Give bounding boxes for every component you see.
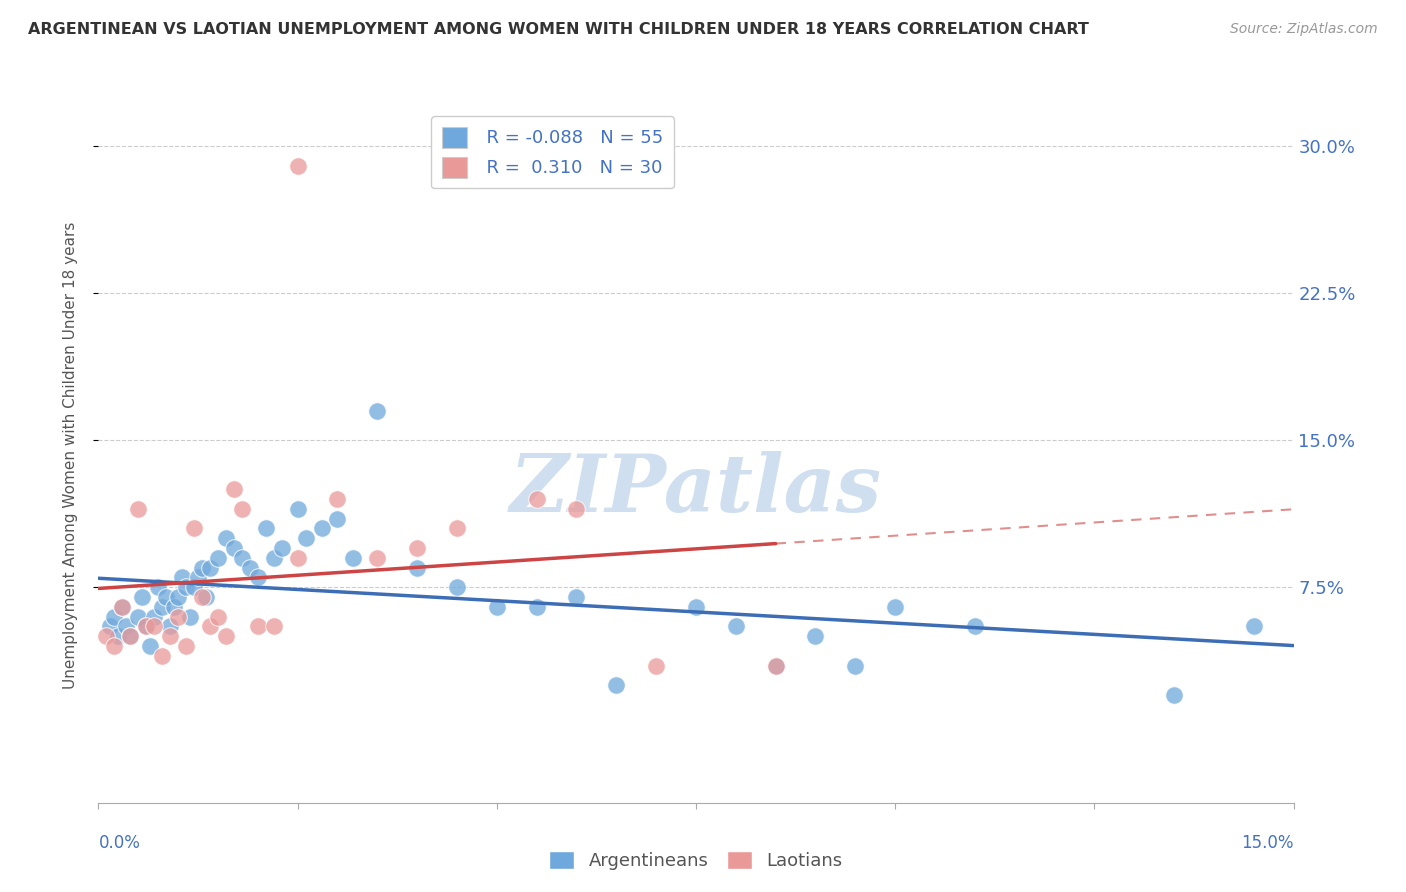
Point (765, 658, 787, 673)
Point (231, 550, 253, 565)
Point (143, 619, 166, 633)
Point (263, 619, 285, 633)
Point (131, 590, 153, 604)
Point (159, 629, 181, 643)
Point (263, 550, 285, 565)
Point (96, 629, 118, 643)
Point (526, 491, 548, 506)
Point (159, 619, 181, 633)
Legend: Argentineans, Laotians: Argentineans, Laotians (541, 844, 851, 877)
Point (179, 609, 201, 624)
Text: Source: ZipAtlas.com: Source: ZipAtlas.com (1230, 22, 1378, 37)
Point (143, 609, 166, 624)
Text: 15.0%: 15.0% (1241, 834, 1294, 852)
Point (406, 560, 429, 574)
Y-axis label: Unemployment Among Women with Children Under 18 years: Unemployment Among Women with Children U… (63, 221, 77, 689)
Point (963, 619, 986, 633)
Point (884, 599, 907, 614)
Point (222, 482, 245, 496)
Point (270, 541, 292, 555)
Point (724, 619, 747, 633)
Point (120, 629, 142, 643)
Point (174, 639, 197, 653)
Point (246, 619, 269, 633)
Point (287, 550, 309, 565)
Point (155, 590, 177, 604)
Point (526, 599, 548, 614)
Point (150, 599, 173, 614)
Point (187, 570, 209, 584)
Point (565, 501, 588, 516)
Point (139, 639, 162, 653)
Point (804, 629, 827, 643)
Point (167, 609, 190, 624)
Point (366, 404, 388, 418)
Point (103, 639, 125, 653)
Point (198, 560, 221, 574)
Point (485, 599, 508, 614)
Point (565, 590, 588, 604)
Point (207, 550, 229, 565)
Point (107, 629, 129, 643)
Point (198, 619, 221, 633)
Point (183, 521, 205, 535)
Point (446, 521, 468, 535)
Point (103, 609, 125, 624)
Text: ARGENTINEAN VS LAOTIAN UNEMPLOYMENT AMONG WOMEN WITH CHILDREN UNDER 18 YEARS COR: ARGENTINEAN VS LAOTIAN UNEMPLOYMENT AMON… (28, 22, 1090, 37)
Point (239, 560, 262, 574)
Point (120, 629, 142, 643)
Point (287, 501, 309, 516)
Point (685, 599, 707, 614)
Text: 0.0%: 0.0% (98, 834, 141, 852)
Text: ZIPatlas: ZIPatlas (510, 451, 882, 528)
Point (111, 599, 134, 614)
Point (231, 501, 253, 516)
Point (287, 159, 309, 173)
Point (195, 590, 218, 604)
Point (311, 521, 333, 535)
Point (111, 599, 134, 614)
Point (150, 648, 173, 663)
Point (326, 511, 349, 525)
Point (222, 541, 245, 555)
Point (645, 658, 668, 673)
Point (342, 550, 364, 565)
Point (167, 590, 190, 604)
Point (215, 629, 238, 643)
Point (406, 541, 429, 555)
Point (127, 609, 149, 624)
Point (765, 658, 787, 673)
Point (163, 599, 186, 614)
Point (191, 560, 214, 574)
Point (127, 501, 149, 516)
Point (366, 550, 388, 565)
Point (605, 678, 627, 692)
Point (135, 619, 157, 633)
Point (446, 580, 468, 594)
Point (207, 609, 229, 624)
Point (172, 570, 194, 584)
Point (174, 580, 197, 594)
Point (148, 580, 170, 594)
Point (1163, 688, 1185, 702)
Point (1243, 619, 1265, 633)
Point (844, 658, 866, 673)
Point (191, 590, 214, 604)
Point (326, 491, 349, 506)
Point (115, 619, 138, 633)
Point (294, 531, 316, 545)
Point (98, 619, 122, 633)
Point (215, 531, 238, 545)
Point (254, 521, 277, 535)
Point (246, 570, 269, 584)
Point (183, 580, 205, 594)
Point (135, 619, 157, 633)
